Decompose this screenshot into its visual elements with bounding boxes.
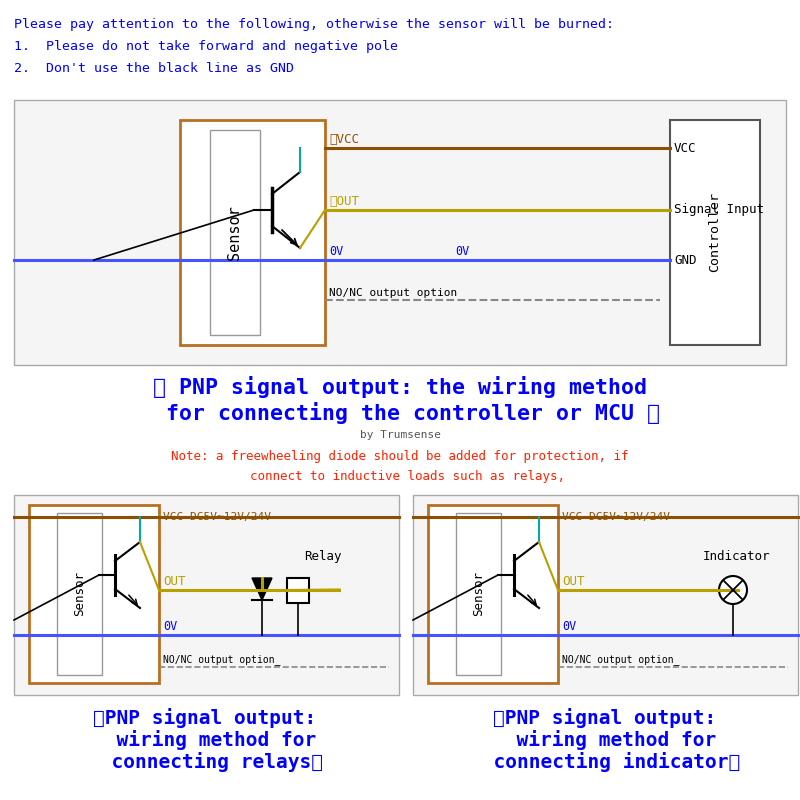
Text: NO/NC output option: NO/NC output option (329, 288, 458, 298)
Text: VCC DC5V~12V/24V: VCC DC5V~12V/24V (562, 512, 670, 522)
Text: Relay: Relay (304, 550, 342, 563)
Text: 0V: 0V (329, 245, 343, 258)
Text: Sensor: Sensor (73, 571, 86, 617)
Text: GND: GND (674, 254, 697, 266)
Polygon shape (252, 578, 272, 600)
Text: OUT: OUT (163, 575, 186, 588)
Text: VCC: VCC (674, 142, 697, 154)
Text: Sensor: Sensor (227, 205, 242, 260)
Text: Please pay attention to the following, otherwise the sensor will be burned:: Please pay attention to the following, o… (14, 18, 614, 31)
Bar (180, 120, 325, 345)
Text: VCC DC5V~12V/24V: VCC DC5V~12V/24V (163, 512, 271, 522)
Text: 棕VCC: 棕VCC (329, 133, 359, 146)
Bar (287, 578, 309, 603)
Text: 0V: 0V (163, 620, 178, 633)
Text: 0V: 0V (455, 245, 470, 258)
Text: connecting indicator》: connecting indicator》 (470, 752, 740, 772)
Bar (670, 120, 760, 345)
Bar (428, 505, 558, 683)
Text: Sensor: Sensor (472, 571, 485, 617)
Text: wiring method for: wiring method for (494, 730, 717, 750)
Text: 黄OUT: 黄OUT (329, 195, 359, 208)
Text: 0V: 0V (562, 620, 576, 633)
Text: by Trumsense: by Trumsense (359, 430, 441, 440)
Text: Indicator: Indicator (703, 550, 770, 563)
Text: 《 PNP signal output: the wiring method: 《 PNP signal output: the wiring method (153, 376, 647, 398)
Text: 《PNP signal output:: 《PNP signal output: (494, 708, 717, 728)
Text: OUT: OUT (562, 575, 585, 588)
Bar (57, 513, 102, 675)
Text: wiring method for: wiring method for (94, 730, 317, 750)
Bar (413, 495, 798, 695)
Bar (29, 505, 159, 683)
Text: Controller: Controller (709, 193, 722, 273)
Text: 2.  Don't use the black line as GND: 2. Don't use the black line as GND (14, 62, 294, 75)
Bar (210, 130, 260, 335)
Text: Note: a freewheeling diode should be added for protection, if: Note: a freewheeling diode should be add… (171, 450, 629, 463)
Bar (14, 100, 786, 365)
Text: 《PNP signal output:: 《PNP signal output: (94, 708, 317, 728)
Text: connect to inductive loads such as relays,: connect to inductive loads such as relay… (235, 470, 565, 483)
Text: connecting relays》: connecting relays》 (87, 752, 322, 772)
Bar (14, 495, 399, 695)
Text: Signal Input: Signal Input (674, 203, 764, 217)
Bar (456, 513, 501, 675)
Text: NO/NC output option_: NO/NC output option_ (163, 654, 281, 665)
Text: NO/NC output option_: NO/NC output option_ (562, 654, 679, 665)
Text: for connecting the controller or MCU 》: for connecting the controller or MCU 》 (140, 402, 660, 424)
Text: 1.  Please do not take forward and negative pole: 1. Please do not take forward and negati… (14, 40, 398, 53)
Circle shape (719, 576, 747, 604)
